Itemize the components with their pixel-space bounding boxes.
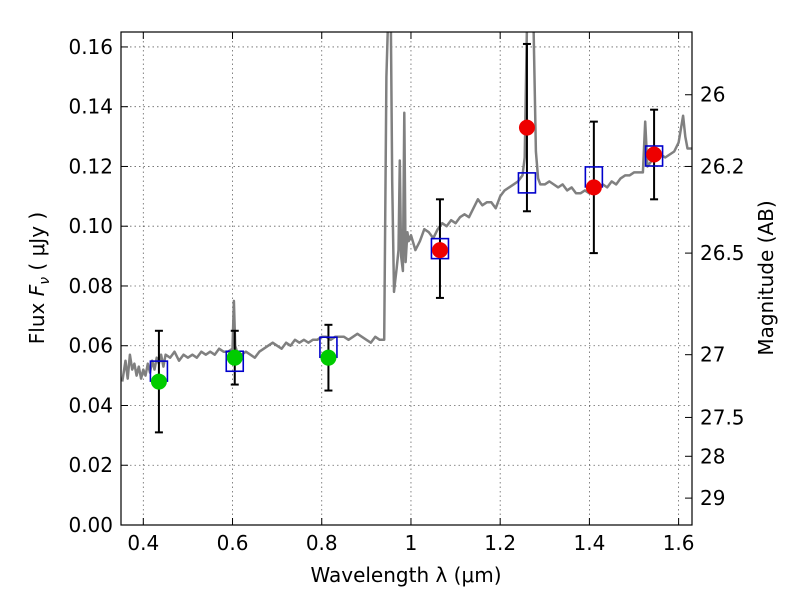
observed_red-point-2 bbox=[585, 179, 602, 196]
right-tick-label-2: 26.5 bbox=[700, 241, 745, 265]
model-box-4 bbox=[517, 172, 537, 194]
x-tick-label-1: 0.6 bbox=[217, 531, 249, 555]
ticks-layer: 0.4 0.6 0.8 1 1.2 1.4 1.6 0.00 0.02 0.04 0.06 0.08 0… bbox=[68, 32, 745, 555]
y-axis-label-f: F bbox=[25, 284, 49, 296]
y-tick-label-7: 0.14 bbox=[68, 95, 113, 119]
observed_green-point-0 bbox=[150, 373, 167, 390]
observed_green-point-1 bbox=[226, 349, 243, 366]
observed_red-point-3 bbox=[646, 146, 663, 163]
model-box-3 bbox=[430, 237, 450, 260]
y-axis-label-flux: Flux bbox=[25, 296, 49, 344]
y-tick-label-8: 0.16 bbox=[68, 35, 113, 59]
x-tick-label-5: 1.4 bbox=[573, 531, 605, 555]
y-tick-label-2: 0.04 bbox=[68, 393, 113, 417]
y-axis-label-nu: ν bbox=[37, 277, 53, 285]
y-tick-label-0: 0.00 bbox=[68, 513, 113, 537]
observed_red-point-1 bbox=[518, 119, 535, 136]
right-tick-label-1: 26.2 bbox=[700, 154, 745, 178]
y-tick-label-4: 0.08 bbox=[68, 274, 113, 298]
plot-layer bbox=[121, 32, 692, 434]
y-axis-label-unit: ( μJy ) bbox=[25, 212, 49, 277]
y-tick-label-6: 0.12 bbox=[68, 154, 113, 178]
right-axis-label: Magnitude (AB) bbox=[754, 200, 778, 355]
right-tick-label-4: 27.5 bbox=[700, 405, 745, 429]
right-tick-label-5: 28 bbox=[700, 444, 725, 468]
y-tick-label-5: 0.10 bbox=[68, 214, 113, 238]
right-tick-label-0: 26 bbox=[700, 83, 725, 107]
y-axis-label: Flux Fν ( μJy ) bbox=[25, 212, 53, 344]
observed_green-point-2 bbox=[320, 349, 337, 366]
x-tick-label-4: 1.2 bbox=[484, 531, 516, 555]
y-tick-label-1: 0.02 bbox=[68, 453, 113, 477]
x-axis-label: Wavelength λ (μm) bbox=[310, 563, 501, 587]
observed_red-point-0 bbox=[431, 242, 448, 259]
x-tick-label-6: 1.6 bbox=[663, 531, 695, 555]
x-tick-label-0: 0.4 bbox=[127, 531, 159, 555]
plot-area bbox=[121, 32, 692, 525]
right-tick-label-3: 27 bbox=[700, 343, 725, 367]
y-tick-label-3: 0.06 bbox=[68, 334, 113, 358]
grid-lines bbox=[121, 32, 692, 526]
plot-frame bbox=[120, 31, 693, 526]
right-tick-label-6: 29 bbox=[700, 486, 725, 510]
model-box-6 bbox=[644, 145, 664, 167]
x-tick-label-2: 0.8 bbox=[306, 531, 338, 555]
x-tick-label-3: 1 bbox=[405, 531, 418, 555]
